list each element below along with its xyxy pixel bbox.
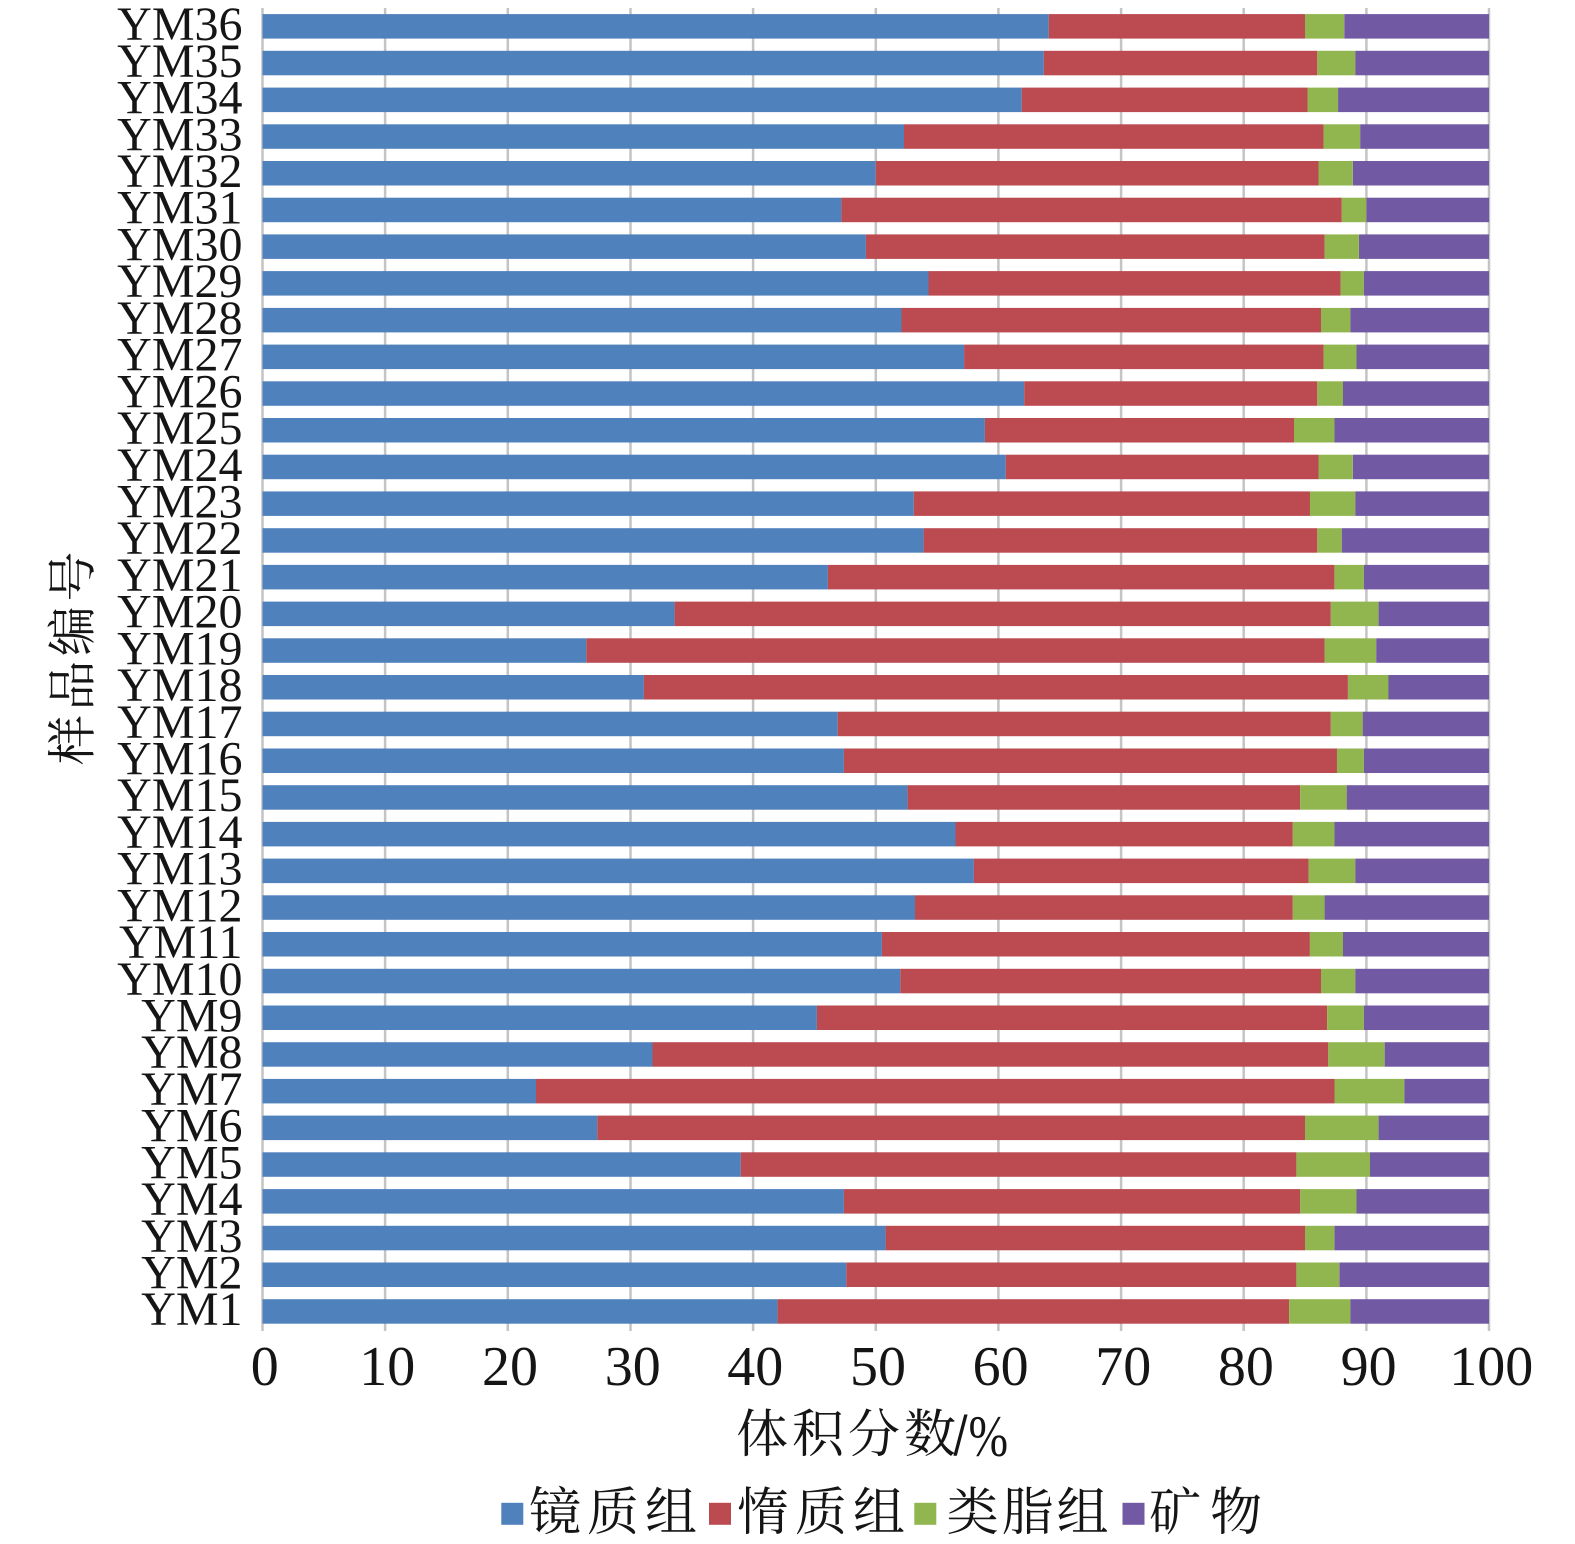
svg-text:YM19: YM19: [117, 622, 242, 675]
svg-text:90: 90: [1341, 1336, 1397, 1398]
svg-text:0: 0: [251, 1336, 279, 1398]
svg-text:YM8: YM8: [141, 1026, 242, 1079]
svg-text:YM3: YM3: [141, 1210, 242, 1263]
svg-text:YM18: YM18: [117, 659, 242, 712]
svg-text:YM20: YM20: [117, 586, 242, 639]
svg-text:YM34: YM34: [117, 72, 242, 125]
svg-text:YM9: YM9: [141, 990, 242, 1043]
svg-text:YM36: YM36: [117, 0, 242, 51]
svg-text:YM10: YM10: [117, 953, 242, 1006]
svg-text:YM1: YM1: [141, 1283, 242, 1336]
svg-text:YM33: YM33: [117, 108, 242, 161]
svg-text:YM32: YM32: [117, 145, 242, 198]
svg-text:YM28: YM28: [117, 292, 242, 345]
svg-text:YM29: YM29: [117, 255, 242, 308]
svg-text:50: 50: [850, 1336, 906, 1398]
svg-text:YM30: YM30: [117, 219, 242, 272]
svg-text:YM23: YM23: [117, 476, 242, 529]
svg-text:YM24: YM24: [117, 439, 242, 492]
svg-text:YM25: YM25: [117, 402, 242, 455]
svg-text:YM26: YM26: [117, 365, 242, 418]
svg-text:YM35: YM35: [117, 35, 242, 88]
svg-text:80: 80: [1218, 1336, 1274, 1398]
svg-text:20: 20: [482, 1336, 538, 1398]
svg-text:YM31: YM31: [117, 182, 242, 235]
svg-text:%: %: [969, 1405, 1009, 1468]
svg-text:YM21: YM21: [117, 549, 242, 602]
svg-text:YM7: YM7: [141, 1063, 242, 1116]
svg-text:YM11: YM11: [119, 916, 243, 969]
svg-text:YM15: YM15: [117, 769, 242, 822]
svg-text:YM16: YM16: [117, 733, 242, 786]
svg-text:YM17: YM17: [117, 696, 242, 749]
svg-text:YM12: YM12: [117, 879, 242, 932]
svg-text:YM4: YM4: [141, 1173, 242, 1226]
svg-text:100: 100: [1449, 1336, 1533, 1398]
svg-text:YM2: YM2: [141, 1247, 242, 1300]
svg-text:YM14: YM14: [117, 806, 242, 859]
svg-text:70: 70: [1095, 1336, 1151, 1398]
svg-text:YM6: YM6: [141, 1100, 242, 1153]
svg-text:30: 30: [605, 1336, 661, 1398]
svg-text:40: 40: [727, 1336, 783, 1398]
svg-text:YM13: YM13: [117, 843, 242, 896]
svg-text:YM27: YM27: [117, 329, 242, 382]
svg-text:10: 10: [359, 1336, 415, 1398]
svg-text:60: 60: [973, 1336, 1029, 1398]
svg-text:YM5: YM5: [141, 1136, 242, 1189]
svg-text:YM22: YM22: [117, 512, 242, 565]
